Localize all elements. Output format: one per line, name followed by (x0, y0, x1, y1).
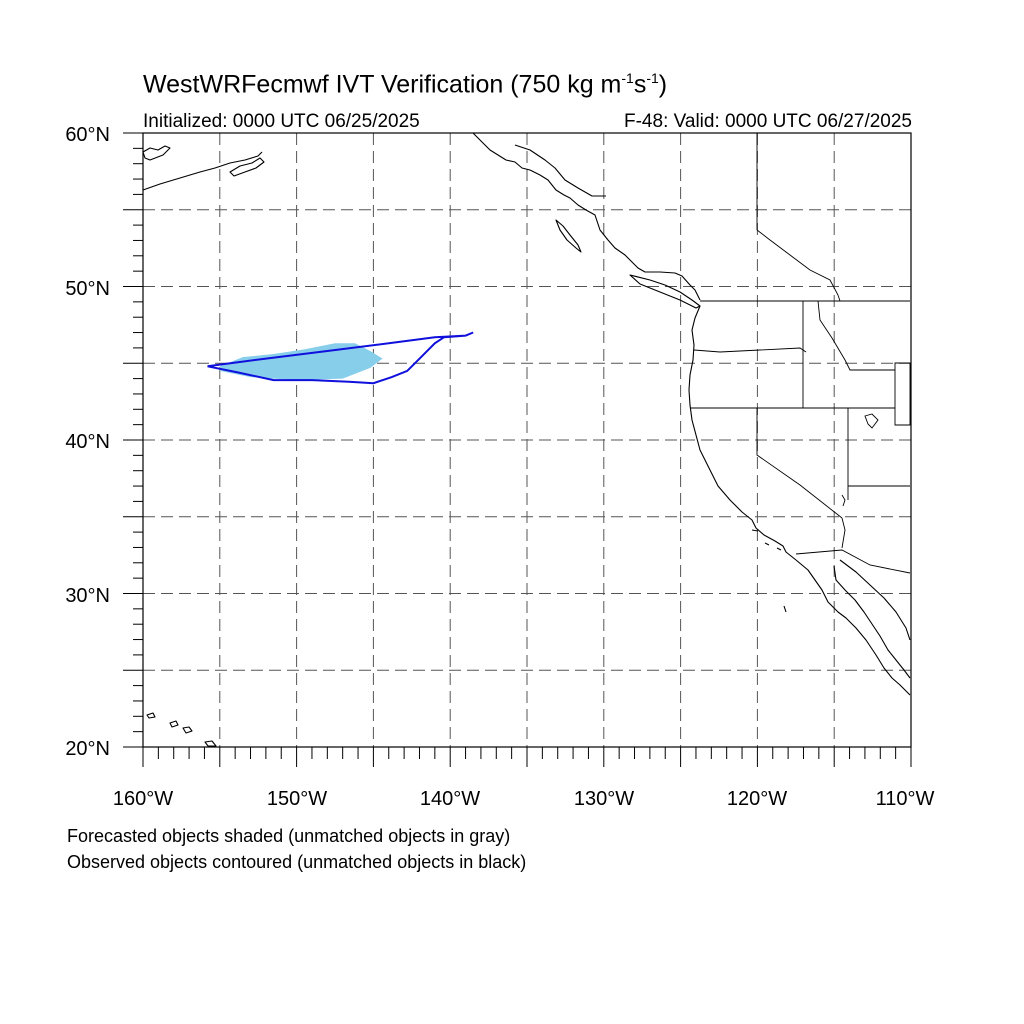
bc-alberta-border (756, 229, 841, 302)
salton-sea (841, 494, 846, 507)
valid-time-label: F-48: Valid: 0000 UTC 06/27/2025 (624, 111, 912, 132)
alaska-coast (142, 145, 171, 161)
channel-islands (751, 529, 782, 551)
lon-label-140w: 140°W (420, 788, 480, 810)
guadalupe-island (783, 605, 787, 613)
lon-label-150w: 150°W (267, 788, 327, 810)
great-salt-lake (864, 413, 879, 429)
chart-title: WestWRFecmwf IVT Verification (750 kg m-… (143, 70, 668, 99)
political-borders (690, 133, 911, 574)
initialized-label: Initialized: 0000 UTC 06/25/2025 (143, 111, 420, 132)
hawaii-island-4 (204, 740, 217, 747)
alaska-peninsula (142, 151, 263, 191)
lat-label-20: 20°N (65, 738, 110, 760)
lon-label-110w: 110°W (876, 788, 935, 810)
lon-label-120w: 120°W (727, 788, 787, 810)
forecast-note: Forecasted objects shaded (unmatched obj… (67, 826, 511, 846)
hawaii-island-3 (182, 726, 193, 734)
hawaii-island-2 (169, 720, 179, 728)
baja-east-coast (833, 565, 911, 679)
haida-gwaii (555, 219, 582, 253)
colorado-river (841, 517, 846, 549)
kodiak-island (229, 157, 265, 177)
observed-object-contour (207, 331, 474, 385)
coastlines (142, 132, 911, 747)
lat-label-50: 50°N (65, 278, 110, 300)
lat-label-40: 40°N (65, 431, 110, 453)
axis-ticks (123, 132, 912, 767)
california-nevada-border (756, 408, 843, 519)
hawaii-island-1 (146, 712, 156, 719)
inner-passage-line (514, 144, 606, 197)
gulf-coast-mainland (839, 559, 911, 641)
washington-oregon-border (693, 347, 807, 353)
us-mexico-border (795, 549, 911, 574)
lat-label-30: 30°N (65, 585, 110, 607)
vancouver-island (629, 274, 701, 309)
wyoming-border (894, 362, 911, 426)
us-west-coast (688, 305, 797, 561)
gulf-of-alaska-coast (472, 132, 701, 301)
latitude-labels: 60°N 50°N 40°N 30°N 20°N (65, 124, 110, 760)
lon-label-160w: 160°W (113, 788, 173, 810)
lon-label-130w: 130°W (574, 788, 634, 810)
observed-note: Observed objects contoured (unmatched ob… (67, 852, 527, 872)
lakes (841, 413, 879, 507)
idaho-montana-border (817, 300, 895, 371)
map-gridlines (143, 133, 911, 747)
lat-label-60: 60°N (65, 124, 110, 146)
longitude-labels: 160°W 150°W 140°W 130°W 120°W 110°W (113, 788, 935, 810)
forecast-object-shaded (219, 343, 383, 381)
baja-west-coast (795, 559, 911, 696)
